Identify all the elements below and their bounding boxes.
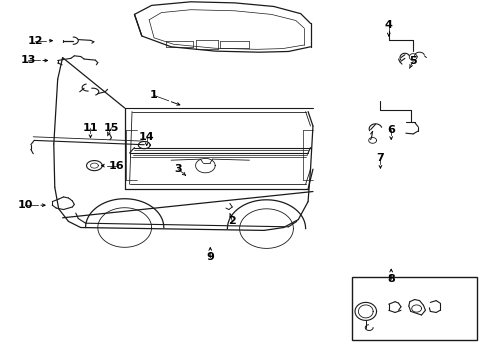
Text: 5: 5 <box>408 56 416 66</box>
Text: 11: 11 <box>82 123 98 133</box>
Text: 2: 2 <box>228 216 236 226</box>
Text: 15: 15 <box>103 123 119 133</box>
Text: 16: 16 <box>108 161 124 171</box>
Text: 7: 7 <box>376 153 384 163</box>
Text: 4: 4 <box>384 20 392 30</box>
Text: 8: 8 <box>386 274 394 284</box>
Text: 12: 12 <box>27 36 43 46</box>
Bar <box>351 277 476 340</box>
Text: 3: 3 <box>174 164 182 174</box>
Text: 10: 10 <box>18 200 33 210</box>
Text: 1: 1 <box>150 90 158 100</box>
Text: 13: 13 <box>20 55 36 66</box>
Text: 9: 9 <box>206 252 214 262</box>
Text: 14: 14 <box>139 132 154 142</box>
Text: 6: 6 <box>386 125 394 135</box>
